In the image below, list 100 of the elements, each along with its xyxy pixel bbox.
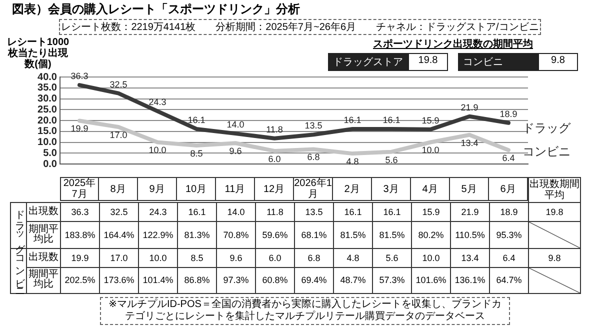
text: 4.8 (346, 252, 360, 263)
text: 9.8 (548, 252, 561, 263)
data-label: 15.9 (422, 115, 440, 126)
text: 11.8 (266, 206, 284, 217)
y-tick-label: 40.0 (38, 72, 58, 83)
text: 13.5 (305, 206, 323, 217)
data-label: 32.5 (110, 79, 128, 90)
text: 19.8 (546, 206, 564, 217)
y-tick-label: 5.0 (43, 148, 58, 159)
data-label: 6.4 (502, 153, 515, 164)
category-label: コンビニ (14, 248, 24, 292)
text: 15.9 (422, 206, 440, 217)
text: 48.7% (340, 275, 366, 286)
data-label: 18.9 (500, 108, 518, 119)
x-tick-label: 11月 (216, 177, 255, 201)
text: 81.5% (340, 230, 366, 240)
data-label: 36.3 (70, 71, 88, 82)
label-tag: コンビニ (459, 54, 539, 70)
data-label: 6.0 (268, 154, 281, 164)
text: 173.6% (104, 275, 134, 286)
text: 6.0 (268, 252, 282, 263)
text: 80.2% (418, 230, 444, 240)
data-label: 8.5 (190, 148, 203, 158)
data-label: 19.9 (70, 124, 88, 134)
text: 97.3% (223, 275, 249, 286)
text: 69.4% (301, 275, 327, 286)
text: 16.1 (344, 206, 362, 217)
category-label: 出現数期間平均 (528, 178, 580, 202)
y-tick-label: 35.0 (38, 82, 58, 94)
chart-subtitle: レシート枚数：2219万4141枚 分析期間：2025年7月~26年6月 チャネル：ドラッグストア/コンビニ (59, 19, 541, 35)
y-tick-label: 0.0 (43, 158, 58, 170)
data-label: 14.0 (226, 120, 244, 130)
data-label: 9.6 (229, 146, 242, 156)
text: 59.6% (262, 230, 288, 240)
series-label: コンビニ (522, 144, 570, 158)
text: 10.0 (422, 252, 440, 263)
text: 183.8% (64, 230, 96, 240)
text: 17.0 (110, 252, 128, 263)
text: 6.8 (308, 252, 320, 263)
y-tick-label: 20.0 (38, 115, 58, 126)
x-tick-label: 8月 (99, 177, 138, 201)
chart-title: 図表）会員の購入レシート「スポーツドリンク」分析 (12, 1, 301, 18)
text: 18.9 (500, 206, 518, 217)
text: 13.4 (461, 252, 479, 263)
text: 32.5 (110, 206, 128, 217)
text: 19.8 (417, 54, 439, 68)
text: 10.0 (149, 252, 167, 263)
x-tick-label: 12月 (255, 177, 294, 201)
text: 19.9 (71, 252, 89, 263)
data-label: 10.0 (422, 145, 440, 156)
text: 95.3% (496, 230, 522, 240)
text: 16.1 (188, 206, 206, 217)
text: 8.5 (190, 252, 204, 263)
x-tick-label: 2月 (333, 177, 372, 201)
text: ※マルチプルID-POS＝全国の消費者から実際に購入したレシートを収集し、ブランドカテゴリごとにレシートを集計したマルチプルリテール購買データのデータベース (100, 296, 510, 324)
data-label: 6.8 (307, 152, 320, 162)
data-label: 16.1 (382, 114, 400, 125)
data-label: 21.9 (460, 102, 478, 112)
series-label: ドラッグ (522, 121, 572, 136)
data-label: 17.0 (110, 130, 128, 140)
y-tick-label: 30.0 (38, 94, 58, 104)
text: 81.3% (184, 230, 210, 240)
text: スポーツドリンク出現数の期間平均 (372, 38, 534, 51)
data-label: 13.4 (460, 138, 478, 148)
data-label: 5.6 (385, 154, 398, 165)
category-label: 期間平均比 (28, 224, 58, 245)
text: 101.4% (142, 275, 174, 286)
data-label: 24.3 (148, 97, 166, 108)
x-tick-label: 4月 (411, 177, 450, 201)
category-label: 出現数 (28, 252, 58, 263)
data-label: 10.0 (148, 145, 166, 156)
text: 6.4 (502, 252, 516, 263)
text: 36.3 (71, 206, 89, 217)
text: 164.4% (104, 230, 134, 240)
category-label: ドラッグ (14, 202, 24, 248)
text: 110.5% (455, 230, 485, 240)
data-label: 16.1 (344, 114, 362, 125)
text: 81.5% (379, 230, 405, 240)
text: 86.8% (184, 275, 210, 286)
y-tick-label: 25.0 (38, 104, 58, 116)
x-tick-label: 5月 (450, 177, 489, 201)
text: 16.1 (383, 206, 401, 217)
x-tick-label: 9月 (138, 177, 177, 201)
text: 68.1% (301, 230, 327, 240)
data-label: 11.8 (266, 124, 283, 134)
text: 21.9 (461, 206, 479, 217)
x-tick-label: 3月 (372, 177, 411, 201)
text: 57.3% (379, 275, 405, 286)
y-tick-label: 10.0 (38, 137, 58, 148)
x-tick-label: 2026年1月 (294, 177, 333, 201)
data-label: 13.5 (304, 120, 322, 131)
y-tick-label: 15.0 (38, 126, 58, 138)
text: 9.8 (550, 54, 566, 68)
x-tick-label: 6月 (489, 177, 528, 201)
text: 202.5% (64, 275, 96, 286)
label-tag: ドラッグストア (329, 54, 409, 70)
x-tick-label: 10月 (177, 177, 216, 201)
y-axis-title: レシート1000 枚当たり出現数(個) (6, 37, 70, 70)
text: 60.8% (262, 275, 288, 286)
text: 24.3 (149, 206, 167, 217)
